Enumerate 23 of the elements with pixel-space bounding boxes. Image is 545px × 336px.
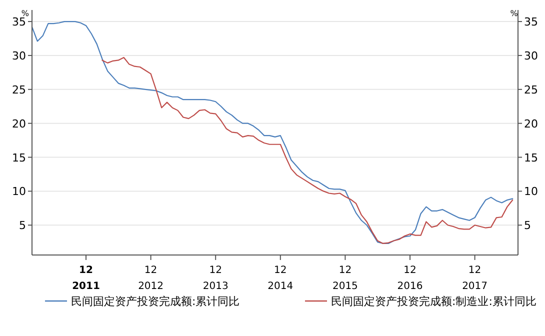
x-tick-label: 12 2012	[138, 265, 164, 292]
y2-tick-label: 25	[524, 83, 538, 96]
x-tick-label: 12 2016	[397, 265, 423, 292]
y2-tick-label: 35	[524, 16, 538, 29]
y-axis-title: %	[21, 9, 30, 18]
y-tick-label: 30	[12, 49, 26, 62]
y-tick-label: 35	[12, 16, 26, 29]
y2-tick-label: 30	[524, 49, 538, 62]
x-tick-label: 12 2013	[202, 265, 228, 292]
x-tick-label: 12 2017	[462, 265, 488, 292]
y-tick-label: 5	[19, 219, 26, 232]
y-tick-label: 15	[12, 151, 26, 164]
x-tick-label: 12 2014	[268, 265, 294, 292]
y-tick-label: 10	[12, 185, 26, 198]
y2-tick-label: 20	[524, 117, 538, 130]
y-tick-label: 20	[12, 117, 26, 130]
x-tick-label: 12 2015	[332, 265, 358, 292]
y2-tick-label: 10	[524, 185, 538, 198]
y2-tick-label: 15	[524, 151, 538, 164]
y2-axis-title: %	[510, 9, 518, 18]
y-tick-label: 25	[12, 83, 26, 96]
x-tick-label: 12 2011	[72, 265, 100, 292]
y2-tick-label: 5	[524, 219, 531, 232]
